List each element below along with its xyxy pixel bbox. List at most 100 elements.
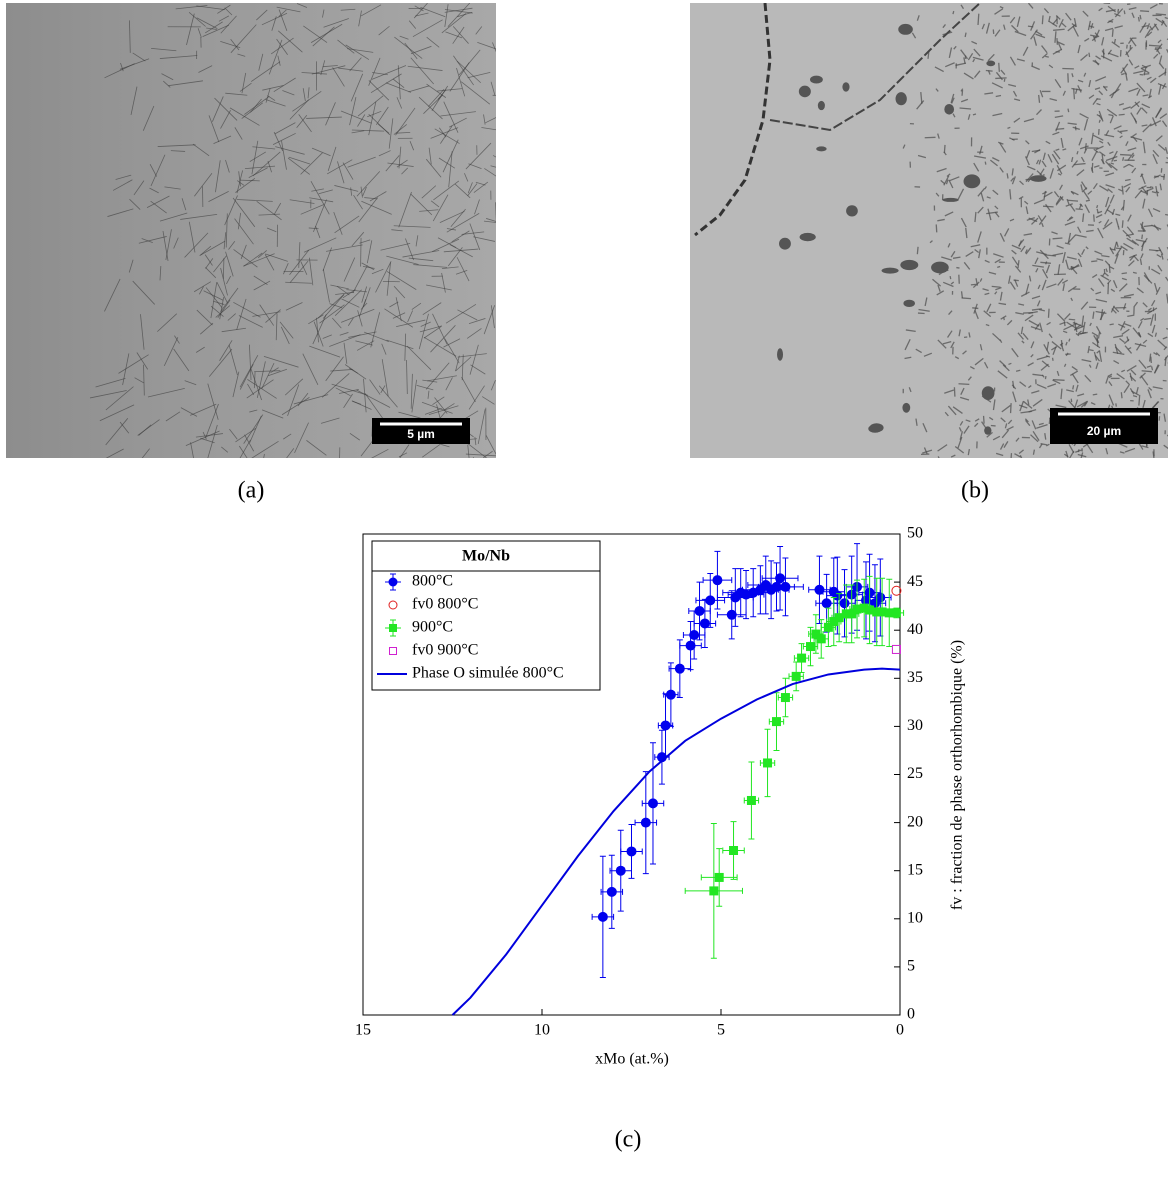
texture bbox=[1111, 29, 1114, 37]
texture bbox=[1155, 107, 1163, 118]
texture bbox=[1095, 55, 1102, 60]
texture bbox=[1135, 386, 1139, 394]
texture bbox=[247, 383, 255, 395]
texture bbox=[461, 354, 464, 381]
texture bbox=[950, 93, 955, 104]
texture bbox=[1075, 234, 1087, 238]
texture bbox=[213, 135, 232, 144]
texture bbox=[273, 77, 296, 93]
texture bbox=[313, 321, 324, 347]
texture bbox=[1048, 64, 1054, 69]
texture bbox=[1148, 44, 1161, 47]
texture bbox=[281, 140, 287, 170]
texture bbox=[1031, 295, 1041, 300]
texture bbox=[461, 376, 476, 403]
texture bbox=[129, 20, 131, 53]
texture bbox=[1036, 424, 1048, 429]
texture bbox=[142, 105, 155, 131]
texture bbox=[964, 32, 967, 38]
texture bbox=[446, 228, 457, 231]
texture bbox=[298, 242, 301, 268]
texture bbox=[1153, 282, 1158, 293]
texture bbox=[421, 185, 437, 199]
texture bbox=[310, 180, 330, 215]
texture bbox=[1003, 228, 1010, 237]
marker bbox=[729, 845, 739, 855]
texture bbox=[418, 96, 443, 120]
texture bbox=[1112, 351, 1125, 355]
texture bbox=[1056, 41, 1065, 46]
texture bbox=[335, 387, 351, 397]
texture bbox=[952, 406, 963, 414]
x-tick-label: 10 bbox=[534, 1022, 550, 1039]
texture bbox=[234, 127, 243, 140]
texture bbox=[983, 361, 989, 369]
texture bbox=[1068, 338, 1071, 342]
texture bbox=[1025, 247, 1032, 255]
texture bbox=[1153, 174, 1161, 179]
texture bbox=[273, 202, 282, 215]
texture bbox=[157, 144, 196, 147]
texture bbox=[1121, 272, 1128, 275]
texture bbox=[1011, 24, 1019, 33]
texture bbox=[1166, 48, 1168, 54]
texture bbox=[391, 229, 403, 232]
texture bbox=[959, 431, 964, 440]
texture bbox=[224, 7, 233, 16]
texture bbox=[1105, 184, 1115, 189]
y-tick-label: 25 bbox=[907, 765, 923, 782]
texture bbox=[1096, 258, 1104, 262]
texture bbox=[268, 39, 283, 75]
texture bbox=[1057, 264, 1061, 275]
texture bbox=[163, 80, 171, 88]
texture bbox=[184, 380, 197, 386]
texture bbox=[329, 303, 343, 309]
texture bbox=[251, 440, 279, 458]
texture bbox=[1012, 90, 1018, 97]
texture bbox=[349, 57, 362, 72]
x-tick-label: 0 bbox=[896, 1022, 904, 1039]
texture bbox=[1074, 88, 1078, 95]
texture bbox=[846, 205, 858, 217]
texture bbox=[1090, 34, 1097, 37]
texture bbox=[979, 278, 983, 282]
texture bbox=[1109, 194, 1115, 204]
texture bbox=[368, 57, 381, 86]
texture bbox=[1132, 271, 1137, 274]
texture bbox=[1041, 222, 1044, 228]
texture bbox=[449, 117, 467, 128]
texture bbox=[970, 244, 981, 248]
marker bbox=[763, 758, 773, 768]
texture bbox=[934, 66, 944, 73]
texture bbox=[1102, 221, 1113, 230]
texture bbox=[1091, 150, 1098, 161]
texture bbox=[1137, 16, 1140, 22]
texture bbox=[1107, 49, 1113, 55]
texture bbox=[322, 269, 330, 303]
texture bbox=[1146, 31, 1153, 37]
texture bbox=[230, 24, 257, 54]
texture bbox=[249, 344, 252, 381]
texture bbox=[1047, 308, 1050, 318]
texture bbox=[948, 310, 953, 315]
texture bbox=[972, 58, 976, 63]
y-axis-label: fv : fraction de phase orthorhombique (%… bbox=[949, 640, 966, 910]
texture bbox=[415, 12, 429, 17]
texture bbox=[1020, 326, 1024, 335]
texture bbox=[308, 227, 319, 230]
texture bbox=[485, 117, 496, 124]
texture bbox=[444, 338, 460, 364]
texture bbox=[175, 5, 208, 10]
texture bbox=[1133, 70, 1144, 74]
texture bbox=[1081, 358, 1092, 363]
texture bbox=[350, 73, 364, 102]
texture bbox=[1131, 154, 1135, 159]
texture bbox=[138, 236, 167, 244]
texture bbox=[381, 359, 389, 397]
texture bbox=[454, 183, 471, 199]
texture bbox=[944, 103, 955, 115]
texture bbox=[348, 331, 377, 338]
texture bbox=[468, 385, 485, 410]
texture bbox=[1088, 80, 1092, 88]
texture bbox=[1045, 264, 1051, 274]
